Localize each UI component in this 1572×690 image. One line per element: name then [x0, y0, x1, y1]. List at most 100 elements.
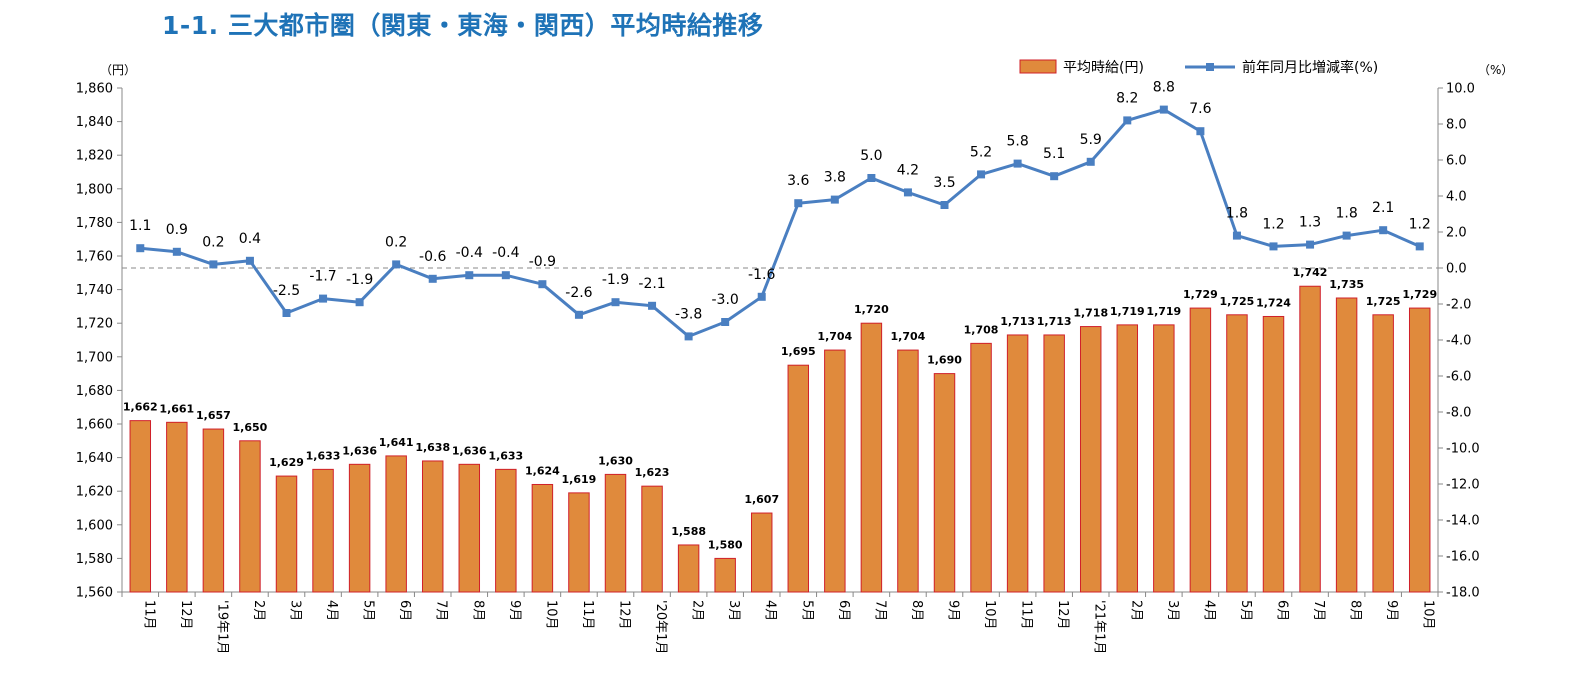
line-data-label: 5.0 [860, 148, 882, 164]
x-tick-label: 11月 [580, 600, 595, 630]
line-data-label: -3.0 [712, 292, 739, 308]
x-tick-label: 11月 [141, 600, 156, 630]
left-tick-label: 1,700 [76, 350, 113, 365]
line-point [428, 274, 437, 283]
bar-data-label: 1,619 [562, 473, 597, 486]
bar [1043, 334, 1065, 593]
legend-bar-swatch [1019, 59, 1057, 74]
bar-data-label: 1,630 [598, 454, 633, 467]
x-tick-label: 3月 [1165, 600, 1180, 621]
line-series: 1.1 0.90.2 0.4-2.5-1.7 -1.90.2-0.6 -0.4 -0.4-… [129, 80, 1431, 341]
bar [970, 342, 992, 593]
line-point [684, 332, 693, 341]
x-tick-label: 3月 [288, 600, 303, 621]
right-tick-label: 0.0 [1446, 262, 1467, 277]
bar-data-label: 1,650 [233, 421, 268, 434]
line-point [355, 298, 364, 307]
bar [1079, 326, 1102, 593]
line-data-label: 0.4 [239, 231, 261, 247]
left-tick-label: 1,720 [76, 317, 113, 332]
line-data-label: -1.7 [309, 269, 336, 285]
bar [312, 468, 334, 593]
right-tick-label: -2.0 [1446, 298, 1471, 313]
left-tick-label: 1,640 [76, 451, 113, 466]
bar-data-label: 1,708 [964, 323, 999, 336]
bar-data-label: 1,713 [1000, 315, 1035, 328]
line-point [1232, 231, 1241, 240]
right-tick-label: -8.0 [1446, 406, 1471, 421]
x-tick-label: 7月 [1311, 600, 1326, 621]
line-point [1342, 231, 1351, 240]
bar [787, 364, 810, 593]
line-data-label: 1.2 [1262, 216, 1284, 232]
bar [348, 463, 371, 593]
line-point [1123, 116, 1132, 125]
line-data-label: 3.6 [787, 173, 809, 189]
line-data-label: 3.8 [824, 170, 846, 186]
x-tick-label: 8月 [470, 600, 485, 621]
bar-data-label: 1,638 [415, 441, 450, 454]
bar-data-label: 1,588 [671, 525, 706, 538]
bar [421, 460, 444, 593]
line-data-label: 1.3 [1299, 215, 1321, 231]
x-tick-label: 4月 [324, 600, 339, 621]
line-data-label: -3.8 [675, 306, 702, 322]
x-tick-label: 7月 [434, 600, 449, 621]
bar [1189, 307, 1212, 593]
x-tick-label: 4月 [763, 600, 778, 621]
bar-data-label: 1,690 [927, 354, 962, 367]
bar [897, 349, 919, 593]
left-tick-label: 1,660 [76, 418, 113, 433]
line-point [1159, 105, 1168, 114]
line-point [1013, 159, 1022, 168]
right-tick-label: 6.0 [1446, 154, 1467, 169]
legend: 平均時給(円) 前年同月比増減率(%) [1019, 59, 1378, 76]
bar-data-label: 1,742 [1293, 266, 1328, 279]
line-point [940, 201, 949, 209]
x-tick-label: 9月 [946, 600, 961, 621]
line-data-label: -0.4 [492, 245, 519, 261]
line-data-label: 1.8 [1226, 206, 1248, 222]
line-point [209, 260, 218, 269]
bar-data-label: 1,624 [525, 464, 560, 477]
line-data-label: 8.8 [1153, 80, 1175, 96]
line-point [282, 309, 291, 317]
x-tick-label: 5月 [1238, 600, 1253, 621]
right-tick-label: -4.0 [1446, 334, 1471, 349]
left-tick-label: 1,580 [76, 552, 113, 567]
left-tick-label: 1,760 [76, 250, 113, 265]
right-tick-label: -14.0 [1446, 514, 1480, 529]
left-tick-label: 1,800 [76, 182, 113, 197]
right-unit-label: （%） [1478, 63, 1513, 77]
line-point [867, 174, 876, 182]
x-tick-label: 9月 [1384, 600, 1399, 621]
bar [677, 544, 700, 593]
x-tick-label: 10月 [982, 600, 997, 630]
bar-data-label: 1,623 [635, 466, 670, 479]
x-tick-label: 6月 [397, 600, 412, 621]
x-tick-label: 2月 [1128, 600, 1143, 621]
x-tick-label: 10月 [1421, 600, 1436, 630]
line-data-label: 8.2 [1116, 90, 1138, 106]
line-point [1086, 157, 1095, 166]
line-point [977, 170, 986, 179]
left-tick-label: 1,740 [76, 283, 113, 298]
right-tick-label: -18.0 [1446, 586, 1480, 601]
bar-data-label: 1,636 [452, 444, 487, 457]
bar [458, 463, 481, 593]
bar-data-label: 1,724 [1256, 296, 1291, 309]
line-point [830, 195, 839, 204]
line-point [245, 256, 254, 265]
right-tick-label: 4.0 [1446, 190, 1467, 205]
line-data-label: 4.2 [897, 162, 919, 178]
bar [166, 421, 188, 593]
line-data-label: -2.5 [273, 283, 300, 299]
left-tick-label: 1,780 [76, 216, 113, 231]
left-tick-label: 1,680 [76, 384, 113, 399]
bar-data-label: 1,729 [1183, 288, 1218, 301]
bar-data-label: 1,661 [159, 402, 194, 415]
bar [933, 373, 956, 593]
bar-data-label: 1,719 [1146, 305, 1181, 318]
x-tick-label: 12月 [617, 600, 632, 630]
x-tick-label: 3月 [726, 600, 741, 621]
